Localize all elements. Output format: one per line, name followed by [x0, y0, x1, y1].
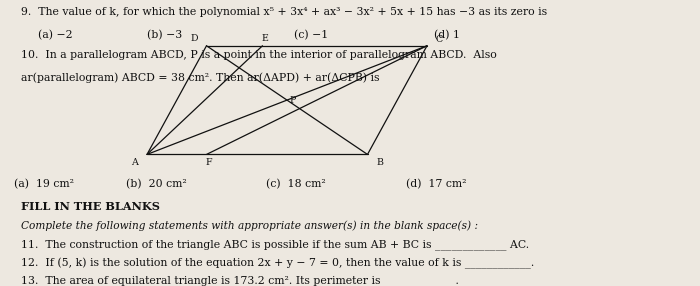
Text: (a)  19 cm²: (a) 19 cm²: [14, 179, 74, 189]
Text: 12.  If (5, k) is the solution of the equation 2x + y − 7 = 0, then the value of: 12. If (5, k) is the solution of the equ…: [21, 257, 534, 269]
Text: D: D: [190, 34, 197, 43]
Text: E: E: [262, 34, 269, 43]
Text: P: P: [289, 96, 296, 105]
Text: C: C: [436, 35, 443, 44]
Text: ar(parallelogram) ABCD = 38 cm². Then ar(ΔAPD) + ar(ΔCPB) is: ar(parallelogram) ABCD = 38 cm². Then ar…: [21, 73, 379, 84]
Text: 11.  The construction of the triangle ABC is possible if the sum AB + BC is ____: 11. The construction of the triangle ABC…: [21, 239, 529, 249]
Text: A: A: [131, 158, 138, 167]
Text: (b)  20 cm²: (b) 20 cm²: [126, 179, 187, 189]
Text: FILL IN THE BLANKS: FILL IN THE BLANKS: [21, 201, 160, 212]
Text: (c) −1: (c) −1: [294, 30, 328, 40]
Text: (a) −2: (a) −2: [38, 30, 73, 40]
Text: 9.  The value of k, for which the polynomial x⁵ + 3x⁴ + ax³ − 3x² + 5x + 15 has : 9. The value of k, for which the polynom…: [21, 7, 547, 17]
Text: 10.  In a parallelogram ABCD, P is a point in the interior of parallelogram ABCD: 10. In a parallelogram ABCD, P is a poin…: [21, 50, 497, 60]
Text: (d)  17 cm²: (d) 17 cm²: [406, 179, 466, 189]
Text: 13.  The area of equilateral triangle is 173.2 cm². Its perimeter is ___________: 13. The area of equilateral triangle is …: [21, 275, 459, 286]
Text: B: B: [377, 158, 384, 167]
Text: (c)  18 cm²: (c) 18 cm²: [266, 179, 326, 189]
Text: (d) 1: (d) 1: [434, 30, 460, 40]
Text: F: F: [205, 158, 212, 167]
Text: Complete the following statements with appropriate answer(s) in the blank space(: Complete the following statements with a…: [21, 221, 478, 231]
Text: (b) −3: (b) −3: [147, 30, 182, 40]
